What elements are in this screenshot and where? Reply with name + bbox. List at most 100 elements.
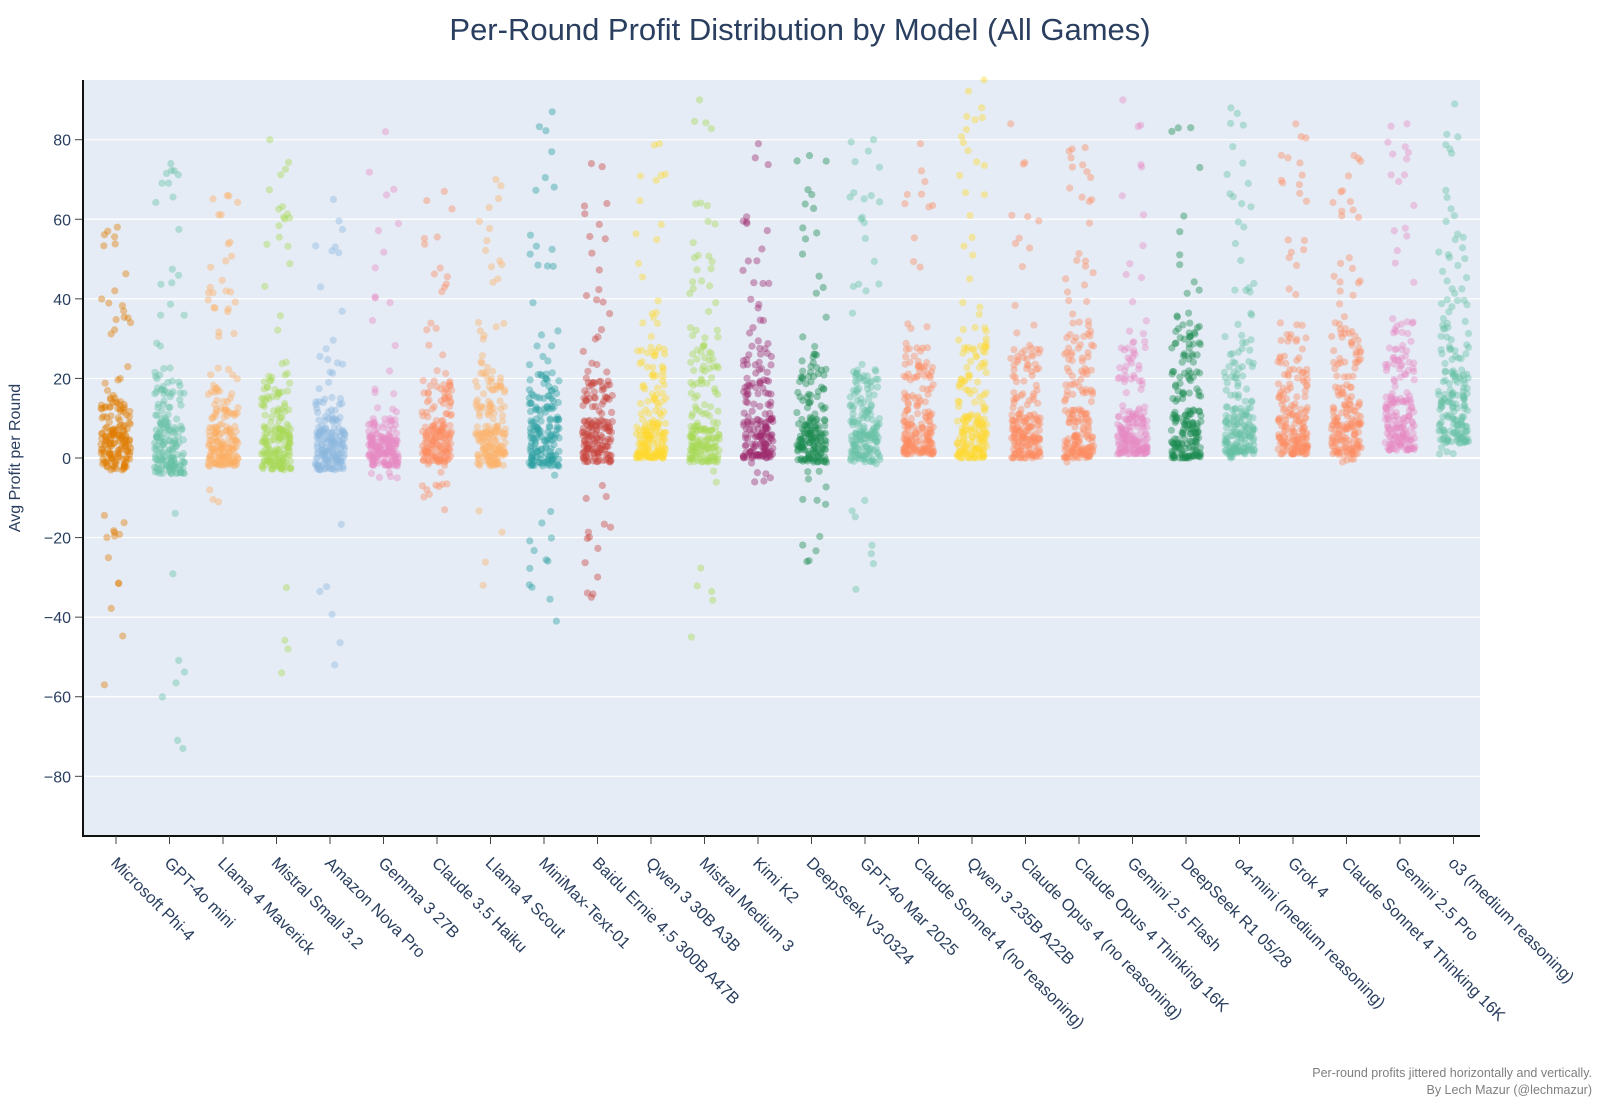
data-point xyxy=(157,311,165,319)
data-point xyxy=(179,469,188,477)
data-point xyxy=(606,437,614,446)
data-point xyxy=(286,260,294,268)
data-point xyxy=(423,398,431,406)
data-point xyxy=(1333,429,1341,437)
data-point xyxy=(234,198,242,206)
data-point xyxy=(857,451,865,459)
data-point xyxy=(262,444,270,452)
data-point xyxy=(213,384,221,392)
data-point xyxy=(798,425,807,433)
data-point xyxy=(635,453,643,461)
data-point xyxy=(585,416,594,424)
data-point xyxy=(1404,148,1412,157)
data-point xyxy=(152,388,161,396)
data-point xyxy=(326,443,334,452)
data-point xyxy=(659,454,668,462)
data-point xyxy=(160,439,169,447)
data-point xyxy=(428,453,437,461)
data-point xyxy=(163,388,171,396)
data-point xyxy=(814,452,823,460)
data-point xyxy=(662,394,670,402)
data-point xyxy=(809,453,818,461)
data-point xyxy=(1435,248,1443,256)
data-point xyxy=(1009,445,1018,453)
data-point xyxy=(279,427,287,435)
data-point xyxy=(1354,154,1362,162)
data-point xyxy=(374,452,383,460)
data-point xyxy=(437,397,445,405)
data-point xyxy=(258,401,266,409)
data-point xyxy=(225,444,233,452)
data-point xyxy=(744,390,752,398)
data-point xyxy=(1298,171,1306,179)
data-point xyxy=(551,471,559,479)
data-point xyxy=(420,493,428,501)
data-point xyxy=(743,356,751,364)
data-point xyxy=(762,447,770,455)
data-point xyxy=(1061,350,1069,358)
data-point xyxy=(1141,338,1149,346)
data-point xyxy=(126,420,134,428)
data-point xyxy=(965,371,974,379)
data-point xyxy=(1138,377,1146,385)
data-point xyxy=(1022,435,1030,443)
data-point xyxy=(585,441,593,449)
data-point xyxy=(325,447,333,455)
data-point xyxy=(1138,415,1146,423)
data-point xyxy=(218,442,226,450)
data-point xyxy=(98,435,106,443)
data-point xyxy=(281,165,290,173)
data-point xyxy=(1085,219,1094,227)
data-point xyxy=(1140,408,1148,416)
data-point xyxy=(753,420,761,428)
data-point xyxy=(910,352,918,360)
data-point xyxy=(487,452,495,460)
data-point xyxy=(122,447,130,455)
data-point xyxy=(1010,346,1018,354)
data-point xyxy=(1302,334,1310,342)
data-point xyxy=(284,443,292,451)
data-point xyxy=(920,445,928,453)
data-point xyxy=(588,249,596,257)
data-point xyxy=(956,454,965,462)
data-point xyxy=(798,250,807,258)
data-point xyxy=(957,133,966,141)
data-point xyxy=(867,550,875,558)
data-point xyxy=(487,453,495,461)
data-point xyxy=(923,444,932,452)
data-point xyxy=(436,443,444,451)
data-point xyxy=(157,465,165,473)
data-point xyxy=(925,449,933,457)
data-point xyxy=(652,176,660,184)
data-point xyxy=(474,452,482,460)
data-point xyxy=(811,444,820,452)
data-point xyxy=(647,434,655,442)
data-point xyxy=(928,450,937,458)
data-point xyxy=(965,453,973,462)
data-point xyxy=(900,447,908,456)
data-point xyxy=(593,426,601,434)
data-point xyxy=(446,402,454,410)
data-point xyxy=(490,455,498,463)
data-point xyxy=(754,425,762,433)
data-point xyxy=(491,428,499,436)
data-point xyxy=(908,441,916,449)
data-point xyxy=(954,452,962,460)
data-point xyxy=(323,456,331,464)
data-point xyxy=(902,436,910,444)
data-point xyxy=(282,428,290,436)
data-point xyxy=(649,313,658,322)
data-point xyxy=(391,458,399,466)
data-point xyxy=(176,382,184,390)
data-point xyxy=(847,447,855,455)
data-point xyxy=(101,424,109,432)
data-point xyxy=(816,532,824,541)
data-point xyxy=(234,454,242,462)
data-point xyxy=(160,441,168,449)
data-point xyxy=(103,386,112,395)
data-point xyxy=(1446,145,1454,153)
data-point xyxy=(709,418,718,426)
data-point xyxy=(474,455,483,463)
data-point xyxy=(598,481,607,490)
data-point xyxy=(983,421,991,429)
